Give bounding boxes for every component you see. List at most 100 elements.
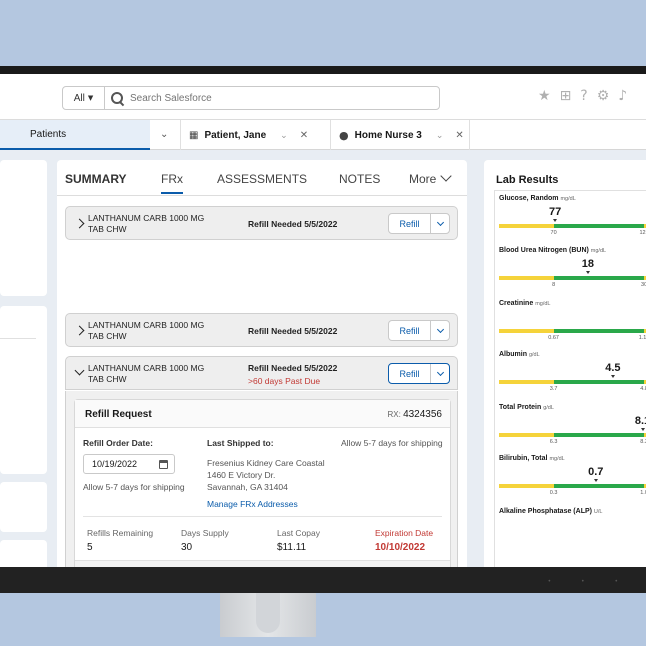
lab-test-unit: mg/dL: [560, 196, 576, 202]
patient-record-icon: ▦: [189, 129, 199, 141]
chevron-down-icon[interactable]: [74, 365, 85, 376]
prescription-row[interactable]: LANTHANUM CARB 1000 MG TAB CHW Refill Ne…: [65, 206, 458, 240]
lab-test-unit: mg/dL: [549, 456, 565, 462]
tab-notes[interactable]: NOTES: [339, 172, 381, 186]
range-low-label: 6.3: [549, 439, 558, 445]
global-search: All ▼: [62, 86, 440, 110]
range-low-segment: [499, 484, 554, 488]
lab-test-name: Creatinine mg/dL: [499, 300, 550, 307]
last-shipped-label: Last Shipped to:: [207, 438, 274, 448]
refill-button[interactable]: Refill: [389, 364, 431, 383]
lab-test-name: Albumin g/dL: [499, 351, 540, 358]
tab-home-nurse[interactable]: ● Home Nurse 3 ⌄ ✕: [330, 120, 470, 150]
add-icon[interactable]: ⊞: [559, 88, 572, 104]
refill-menu-button[interactable]: [431, 364, 449, 383]
lab-value: 8.1: [634, 415, 646, 427]
tab-patient-jane[interactable]: ▦ Patient, Jane ⌄ ✕: [180, 120, 330, 150]
refill-menu-button[interactable]: [431, 321, 449, 340]
order-date-value: 10/19/2022: [92, 459, 138, 469]
help-icon[interactable]: ?: [580, 88, 588, 104]
lab-test-name: Total Protein g/dL: [499, 404, 554, 411]
lab-results-list: Glucose, Random mg/dL 70 125 77 Blood Urea N…: [494, 190, 646, 567]
prescription-name-line1: LANTHANUM CARB 1000 MG: [88, 213, 205, 223]
frx-card: SUMMARY FRx ASSESSMENTS NOTES More LANTH…: [57, 160, 467, 567]
tab-frx[interactable]: FRx: [161, 172, 183, 194]
tab-patients[interactable]: Patients: [0, 120, 150, 150]
chevron-right-icon[interactable]: [74, 325, 85, 336]
tab-more-label: More: [409, 172, 437, 186]
gear-icon[interactable]: ⚙: [596, 88, 610, 104]
refill-button[interactable]: Refill: [389, 321, 431, 340]
left-panel-card: [0, 540, 47, 567]
chevron-down-icon[interactable]: ⌄: [435, 129, 444, 140]
workspace-tab-bar: Patients ⌄ ▦ Patient, Jane ⌄ ✕ ● Home Nu…: [0, 120, 646, 150]
chevron-right-icon[interactable]: [74, 218, 85, 229]
prescription-row[interactable]: LANTHANUM CARB 1000 MG TAB CHW Refill Need…: [65, 313, 458, 347]
chevron-down-icon: [436, 218, 444, 226]
calendar-icon[interactable]: [159, 460, 168, 469]
close-icon[interactable]: ✕: [455, 129, 464, 141]
days-supply-value: 30: [181, 542, 193, 553]
lab-test-unit: mg/dL: [590, 248, 607, 254]
range-high-segment: [644, 484, 646, 488]
prescription-name: LANTHANUM CARB 1000 MG TAB CHW: [88, 213, 204, 235]
rx-label: RX:: [387, 410, 401, 419]
range-low-label: 8: [552, 282, 556, 288]
lab-range-bar: [499, 224, 646, 228]
refill-request-header: Refill Request RX: 4324356: [75, 400, 450, 428]
left-panel-card: [0, 482, 47, 532]
expiration-date-value: 10/10/2022: [375, 542, 426, 553]
prescription-status: Refill Needed 5/5/2022: [248, 326, 338, 336]
search-scope-dropdown[interactable]: All ▼: [63, 87, 105, 109]
rx-number: RX: 4324356: [387, 409, 442, 420]
consent-footer: By submitting this refill order, I confi…: [75, 560, 450, 567]
chevron-down-icon: [436, 325, 444, 333]
range-normal-segment: [553, 276, 645, 280]
lab-result-item: Alkaline Phosphatase (ALP) U/L: [499, 508, 646, 560]
tab-menu-chevron-icon[interactable]: ⌄: [160, 129, 169, 140]
bell-icon[interactable]: ♪: [618, 88, 628, 104]
range-normal-segment: [553, 224, 645, 228]
lab-test-label: Albumin: [499, 351, 527, 358]
star-icon[interactable]: ★: [538, 88, 551, 104]
range-high-segment: [644, 380, 646, 384]
chevron-down-icon[interactable]: ⌄: [280, 129, 288, 140]
search-input[interactable]: [130, 92, 430, 104]
manage-addresses-link[interactable]: Manage FRx Addresses: [207, 499, 298, 509]
search-scope-label: All: [73, 92, 85, 104]
refill-menu-button[interactable]: [431, 214, 449, 233]
refill-request-title: Refill Request: [85, 409, 152, 420]
range-high-segment: [644, 329, 646, 333]
last-copay-label: Last Copay: [277, 528, 320, 538]
refills-remaining-value: 5: [87, 542, 93, 553]
range-high-label: 125: [639, 230, 646, 236]
tab-more[interactable]: More: [409, 170, 453, 186]
lab-range-bar: [499, 329, 646, 333]
divider: [0, 338, 36, 339]
lab-result-item: Blood Urea Nitrogen (BUN) mg/dL 8 30 18: [499, 247, 646, 299]
tab-assessments[interactable]: ASSESSMENTS: [217, 172, 308, 186]
lab-range-bar: [499, 484, 646, 488]
shipping-note: Allow 5-7 days for shipping: [341, 438, 443, 448]
refill-button[interactable]: Refill: [389, 214, 431, 233]
lab-value-marker: [593, 479, 598, 482]
lab-value: 4.5: [605, 362, 621, 374]
prescription-row[interactable]: LANTHANUM CARB 1000 MG TAB CHW Refill Need…: [65, 356, 458, 390]
address-line: 1460 E Victory Dr.: [207, 470, 276, 480]
range-normal-segment: [553, 329, 645, 333]
lab-test-unit: mg/dL: [535, 301, 551, 307]
lab-result-item: Glucose, Random mg/dL 70 125 77: [499, 195, 646, 247]
range-low-label: 0.67: [548, 335, 559, 341]
tab-summary[interactable]: SUMMARY: [65, 172, 127, 186]
refill-button-group: Refill: [388, 213, 450, 234]
range-high-label: 4.8: [640, 386, 646, 392]
lab-value-marker: [610, 375, 615, 378]
close-icon[interactable]: ✕: [299, 129, 309, 141]
lab-results-card: Lab Results Glucose, Random mg/dL 70 125 77 B…: [484, 160, 646, 567]
order-date-field[interactable]: 10/19/2022: [83, 454, 175, 474]
divider: [83, 516, 442, 517]
rx-number-value: 4324356: [403, 409, 442, 420]
range-low-label: 3.7: [549, 386, 558, 392]
range-low-segment: [499, 380, 554, 384]
lab-result-item: Creatinine mg/dL 0.67 1.10: [499, 300, 646, 352]
